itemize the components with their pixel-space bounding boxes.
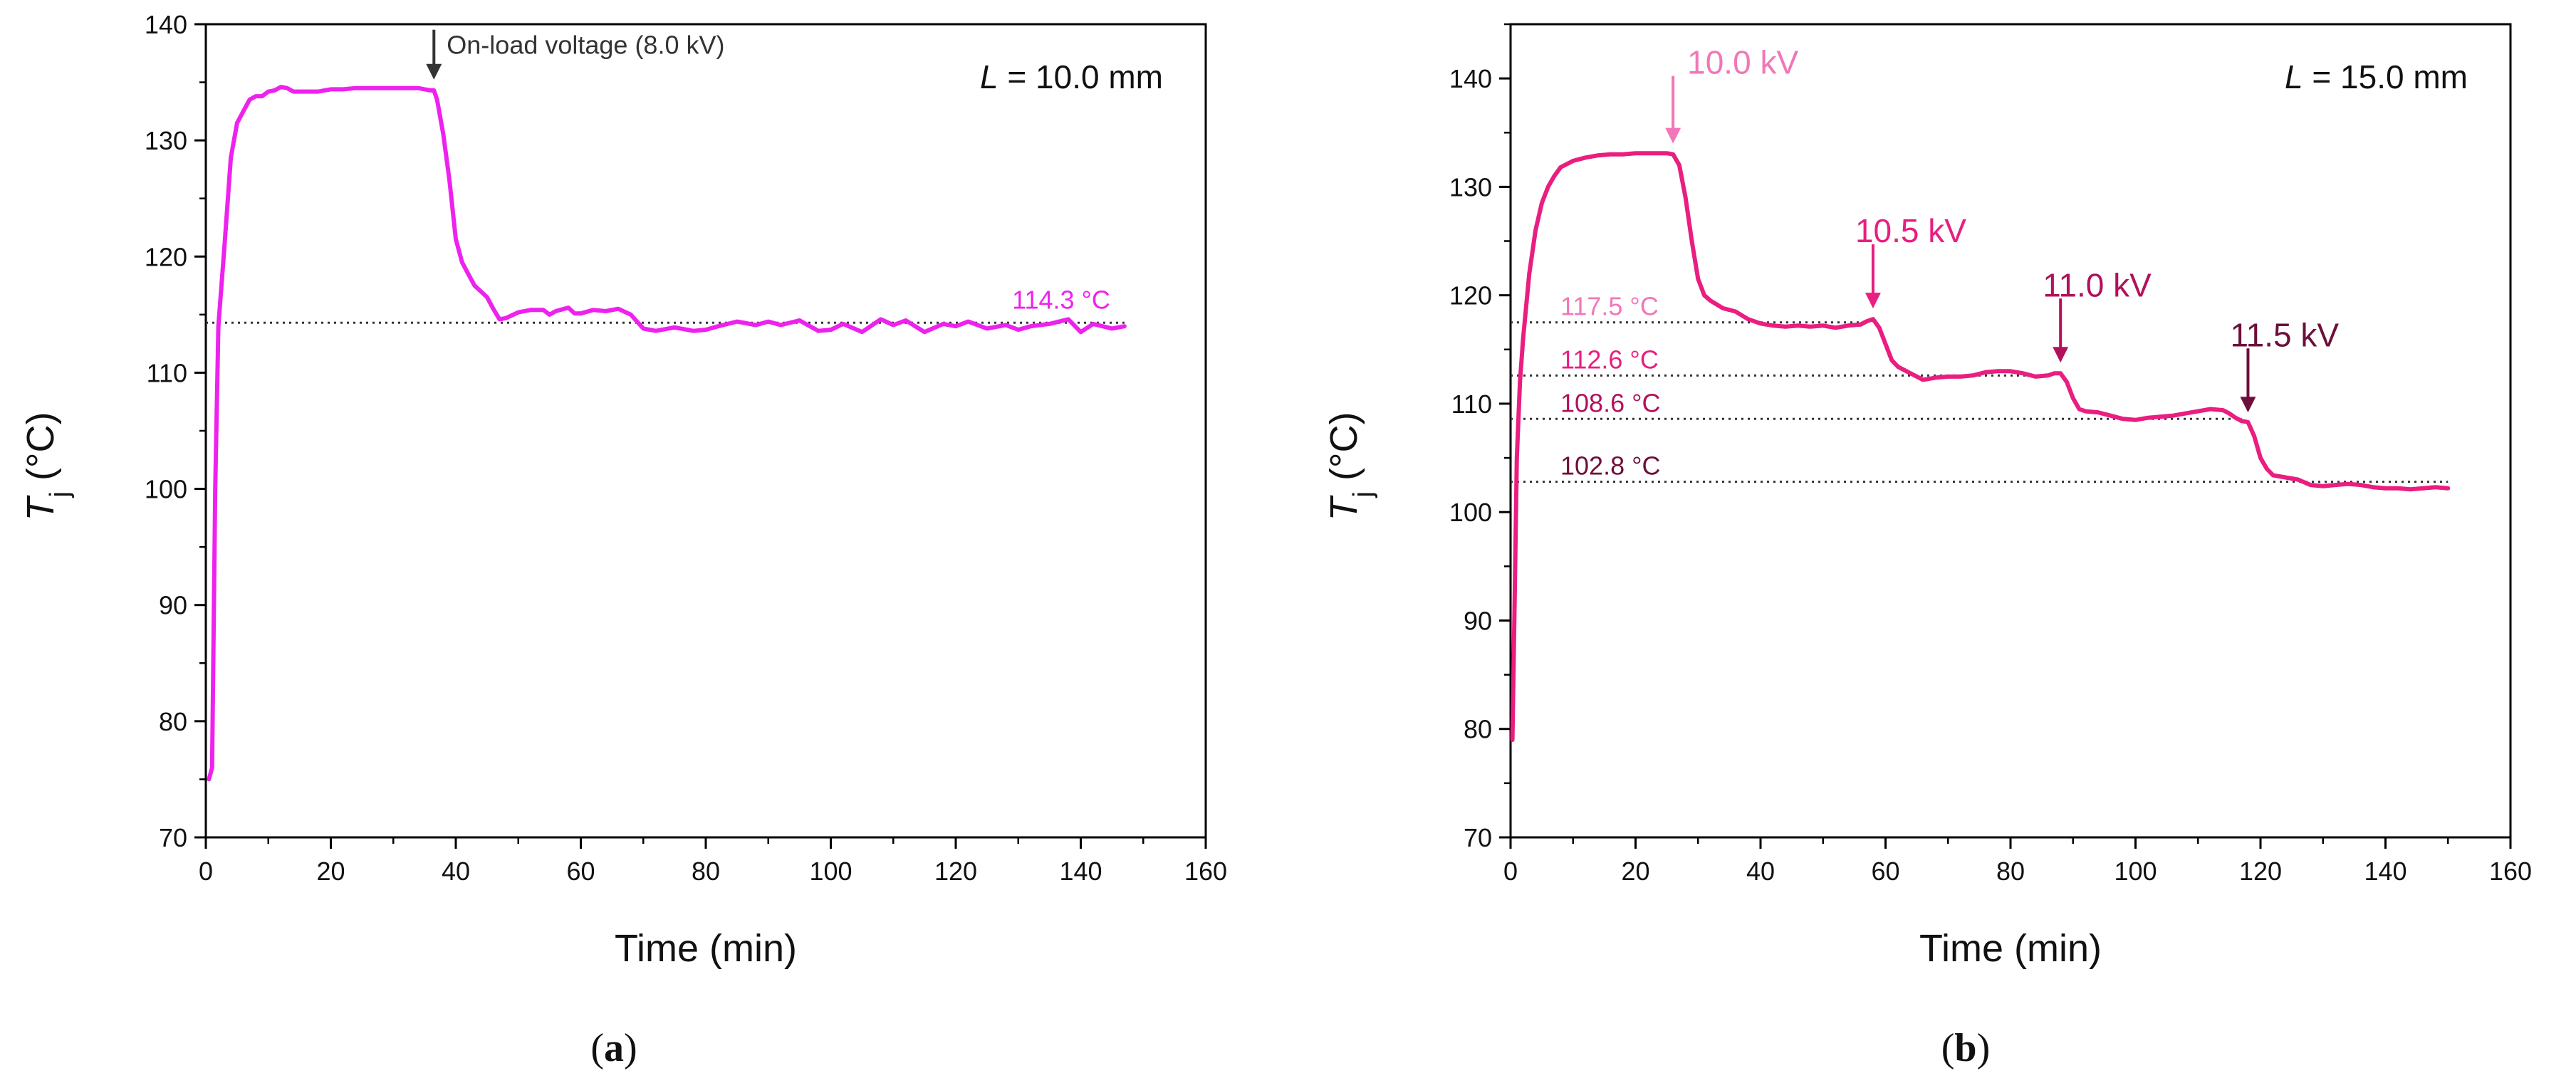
chart-b-x-tick-label: 20 <box>1621 857 1649 886</box>
chart-a-x-tick-label: 40 <box>442 857 470 886</box>
chart-a-frame <box>204 23 1207 839</box>
chart-b-x-tick-label: 80 <box>1996 857 2025 886</box>
chart-b-frame <box>1509 23 2512 839</box>
chart-b-y-tick-label: 140 <box>1449 64 1492 93</box>
chart-a-y-tick-label: 130 <box>145 126 187 155</box>
chart-a-x-tick-label: 60 <box>566 857 595 886</box>
chart-b-arrow-head <box>1665 127 1681 144</box>
chart-a-y-tick-label: 110 <box>147 358 187 387</box>
chart-b-arrow-head <box>1865 293 1881 309</box>
chart-a-y-tick-label: 120 <box>145 242 187 271</box>
chart-a-x-tick-label: 0 <box>199 857 213 886</box>
chart-a-x-tick-label: 120 <box>934 857 977 886</box>
chart-b-reference-label: 108.6 °C <box>1560 388 1660 417</box>
chart-b-y-tick-label: 100 <box>1449 498 1492 527</box>
chart-b-y-tick-label: 70 <box>1464 823 1492 852</box>
chart-b-y-axis-title: Tj (°C) <box>1323 412 1378 521</box>
chart-a-y-tick-label: 90 <box>159 591 187 620</box>
chart-b-x-tick-label: 160 <box>2489 857 2532 886</box>
chart-b-x-axis-title: Time (min) <box>1919 927 2102 970</box>
chart-a-x-tick-label: 140 <box>1059 857 1102 886</box>
chart-b-annotation-label: 10.5 kV <box>1855 212 1966 249</box>
chart-b-arrow-head <box>2053 347 2069 363</box>
chart-b-annotation-label: 10.0 kV <box>1687 44 1798 81</box>
chart-a-x-tick-label: 20 <box>316 857 345 886</box>
chart-a-y-tick-label: 70 <box>159 823 187 852</box>
chart-b-annotation-label: 11.0 kV <box>2043 266 2152 303</box>
chart-b-x-tick-label: 120 <box>2239 857 2282 886</box>
chart-b-reference-label: 112.6 °C <box>1560 345 1659 374</box>
chart-b-y-tick-label: 120 <box>1449 281 1492 310</box>
chart-a-x-tick-label: 80 <box>692 857 720 886</box>
chart-b-annotation-label: 11.5 kV <box>2230 316 2339 353</box>
chart-b-x-tick-label: 0 <box>1503 857 1518 886</box>
chart-a-reference-label: 114.3 °C <box>1012 285 1110 314</box>
chart-b-reference-label: 117.5 °C <box>1560 292 1659 321</box>
panel-a: 0 20 40 60 80 100 120 140 160 70 80 90 100 110 120 130 1… <box>19 10 1227 970</box>
chart-b-x-tick-label: 140 <box>2364 857 2406 886</box>
chart-b-y-tick-label: 110 <box>1451 389 1492 419</box>
chart-b-y-tick-label: 130 <box>1449 172 1492 202</box>
chart-b-x-tick-label: 40 <box>1746 857 1775 886</box>
chart-a-series-line <box>207 85 1127 782</box>
chart-a-y-tick-label: 100 <box>145 475 187 504</box>
chart-b-arrow-head <box>2240 397 2256 413</box>
chart-a-arrow-head <box>426 63 442 80</box>
panel-label-a: (a) <box>590 1026 637 1070</box>
chart-b-reference-label: 102.8 °C <box>1560 451 1660 481</box>
chart-b-x-tick-label: 60 <box>1871 857 1899 886</box>
chart-a-length-label: L = 10.0 mm <box>980 58 1163 95</box>
chart-b-y-tick-label: 90 <box>1464 606 1492 635</box>
panel-label-b: (b) <box>1941 1026 1990 1070</box>
chart-b-x-tick-label: 100 <box>2114 857 2157 886</box>
chart-a-x-tick-label: 160 <box>1184 857 1227 886</box>
chart-b-y-tick-label: 80 <box>1464 715 1492 744</box>
chart-b-series-line <box>1510 151 2451 742</box>
chart-b-length-label: L = 15.0 mm <box>2285 58 2468 95</box>
chart-a-y-tick-label: 80 <box>159 707 187 736</box>
chart-a-y-tick-label: 140 <box>145 10 187 39</box>
panel-b: 0 20 40 60 80 100 120 140 160 70 80 90 100 110 120 130 1… <box>1323 23 2532 970</box>
chart-a-x-axis-title: Time (min) <box>615 927 797 970</box>
chart-a-annotation-label: On-load voltage (8.0 kV) <box>447 31 724 60</box>
chart-a-y-axis-title: Tj (°C) <box>19 412 75 521</box>
chart-a-x-tick-label: 100 <box>809 857 852 886</box>
